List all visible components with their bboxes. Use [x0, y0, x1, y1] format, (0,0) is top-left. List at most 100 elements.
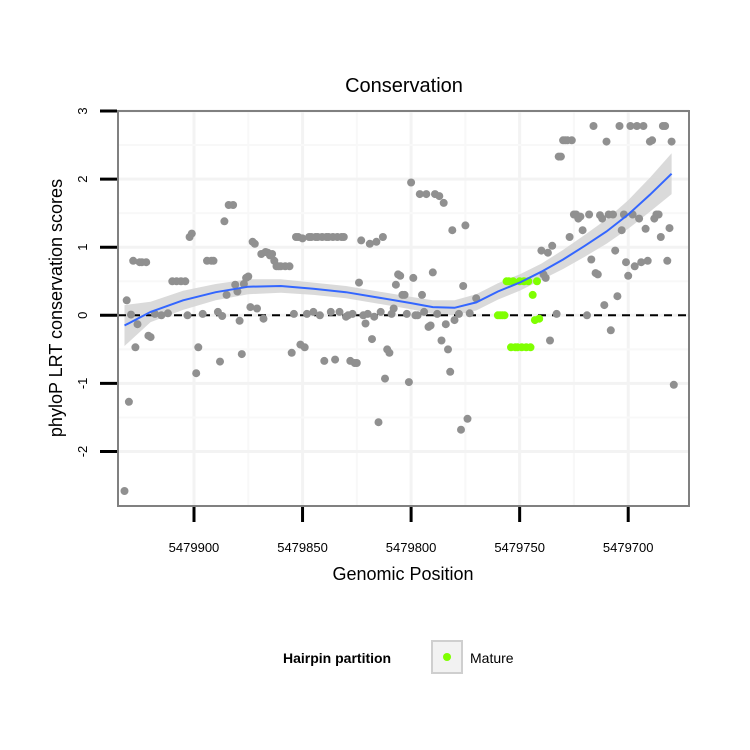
data-point-other: [654, 210, 663, 219]
data-point-other: [546, 336, 554, 345]
data-point-other: [268, 250, 277, 258]
y-tick-label: -1: [75, 378, 90, 390]
data-point-other: [250, 239, 259, 248]
data-point-other: [391, 280, 400, 289]
data-point-other: [216, 357, 224, 366]
data-point-other: [246, 303, 255, 312]
data-point-other: [428, 268, 437, 277]
data-point-other: [446, 367, 455, 376]
data-point-other: [556, 152, 565, 161]
data-point-other: [667, 137, 676, 146]
data-point-other: [454, 309, 463, 318]
y-tick-label: 0: [75, 312, 90, 319]
data-point-other: [302, 309, 311, 318]
smooth-line: [124, 172, 673, 327]
data-point-other: [413, 311, 422, 320]
data-point-other: [578, 226, 587, 235]
data-point-other: [361, 319, 370, 328]
data-point-mature: [509, 277, 518, 286]
data-point-other: [218, 312, 227, 320]
data-point-other: [127, 310, 135, 319]
data-point-other: [635, 214, 644, 223]
data-point-mature: [533, 277, 541, 286]
data-point-other: [331, 355, 340, 364]
data-point-other: [617, 226, 626, 235]
data-point-other: [289, 309, 298, 318]
data-point-other: [593, 270, 602, 279]
data-point-other: [285, 262, 294, 271]
data-point-other: [439, 198, 448, 207]
data-point-other: [565, 233, 574, 241]
data-point-other: [639, 122, 648, 130]
data-point-other: [598, 214, 607, 223]
data-point-other: [407, 178, 416, 187]
data-point-other: [643, 256, 652, 265]
data-point-other: [357, 236, 366, 245]
y-tick-label: 1: [75, 244, 90, 251]
data-point-other: [133, 320, 142, 329]
data-point-other: [287, 348, 296, 357]
data-point-other: [415, 190, 424, 199]
data-point-other: [600, 301, 609, 310]
data-point-other: [589, 122, 598, 130]
data-point-other: [300, 343, 309, 352]
data-point-other: [326, 307, 335, 316]
data-point-other: [146, 333, 155, 342]
data-point-other: [253, 304, 261, 313]
data-point-other: [378, 233, 387, 241]
data-point-other: [368, 335, 376, 344]
data-point-other: [370, 312, 379, 321]
data-point-mature: [526, 343, 535, 352]
x-tick-label: 5479700: [603, 540, 654, 555]
data-point-other: [418, 290, 426, 299]
data-point-other: [209, 256, 218, 265]
data-point-other: [441, 320, 450, 329]
data-point-other: [320, 356, 329, 365]
data-point-other: [541, 273, 550, 282]
data-point-other: [352, 359, 361, 367]
data-point-mature: [535, 314, 544, 323]
data-point-other: [187, 229, 196, 238]
x-tick-label: 5479900: [169, 540, 220, 555]
data-point-other: [656, 233, 665, 241]
data-point-other: [450, 316, 459, 325]
data-point-other: [129, 256, 138, 265]
data-point-other: [624, 271, 633, 280]
x-axis-ticks: 5479900 5479850 5479800 5479750 5479700: [169, 507, 654, 555]
data-point-other: [131, 343, 140, 352]
legend-title: Hairpin partition: [283, 650, 391, 666]
data-point-other: [363, 309, 372, 318]
data-point-other: [613, 292, 622, 301]
data-point-other: [433, 309, 442, 318]
data-point-other: [385, 348, 394, 357]
x-tick-label: 5479850: [277, 540, 328, 555]
data-point-other: [120, 487, 129, 495]
data-point-other: [157, 311, 166, 320]
data-point-other: [587, 255, 596, 264]
legend: Hairpin partition Mature: [283, 640, 514, 674]
data-point-other: [665, 224, 674, 233]
data-point-other: [630, 262, 639, 271]
data-point-other: [448, 226, 457, 235]
data-point-other: [583, 311, 591, 320]
data-point-other: [543, 248, 552, 257]
data-point-other: [163, 309, 172, 318]
y-axis-ticks: -2 -1 0 1 2 3: [75, 107, 117, 457]
y-tick-label: 2: [75, 175, 90, 182]
data-point-other: [194, 343, 203, 352]
data-point-other: [552, 309, 561, 318]
data-point-other: [626, 122, 635, 130]
data-point-other: [183, 311, 192, 320]
data-point-other: [661, 122, 670, 130]
data-point-other: [465, 309, 474, 318]
data-point-other: [420, 307, 429, 316]
data-point-other: [669, 380, 678, 389]
data-point-other: [237, 350, 246, 359]
data-point-other: [122, 296, 131, 305]
data-point-other: [355, 278, 363, 287]
data-point-other: [437, 336, 446, 345]
data-point-other: [409, 273, 418, 282]
data-point-other: [611, 246, 620, 255]
data-point-other: [537, 246, 546, 255]
